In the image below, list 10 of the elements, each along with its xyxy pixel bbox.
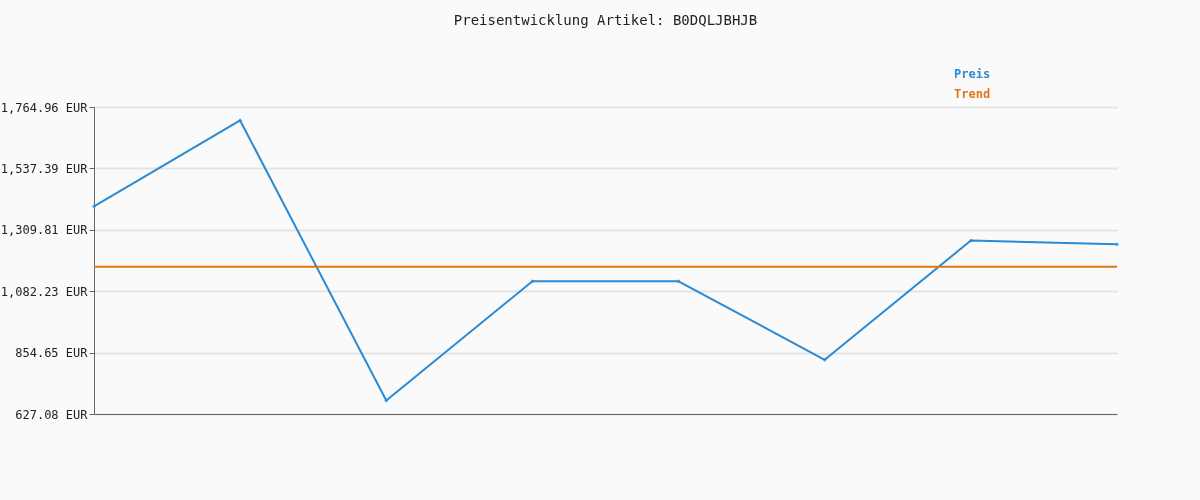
y-tick-label: 854.65 EUR	[15, 346, 89, 361]
y-tick-label: 1,537.39 EUR	[0, 161, 89, 176]
y-tick-label: 1,764.96 EUR	[0, 100, 89, 115]
text: Preis	[954, 67, 991, 81]
y-tick-label: 1,309.81 EUR	[0, 223, 89, 238]
y-tick-label: 1,082.23 EUR	[0, 284, 89, 299]
chart-title: Preisentwicklung Artikel: B0DQLJBHJB	[453, 12, 758, 28]
point	[822, 357, 827, 362]
text: Trend	[954, 87, 991, 101]
y-tick-label: 627.08 EUR	[15, 407, 89, 422]
